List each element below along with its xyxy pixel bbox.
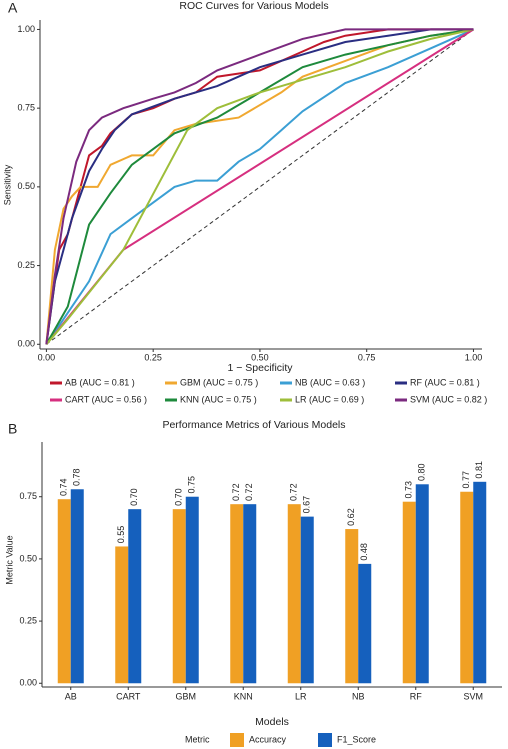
x-tick-label: 0.75 bbox=[358, 352, 376, 362]
chart-title: ROC Curves for Various Models bbox=[179, 0, 328, 12]
value-label: 0.70 bbox=[174, 488, 184, 506]
x-tick-label: AB bbox=[65, 691, 77, 701]
bar bbox=[473, 481, 487, 684]
x-tick-label: CART bbox=[116, 691, 141, 701]
value-label: 0.72 bbox=[244, 483, 254, 501]
bar bbox=[287, 504, 301, 684]
bar bbox=[128, 509, 142, 684]
value-label: 0.73 bbox=[404, 481, 414, 499]
legend-label: LR (AUC = 0.69 ) bbox=[295, 394, 364, 404]
x-tick-label: 0.25 bbox=[144, 352, 162, 362]
bar bbox=[57, 499, 71, 684]
roc-curve bbox=[45, 28, 474, 345]
legend-label: KNN (AUC = 0.75 ) bbox=[180, 394, 257, 404]
value-label: 0.72 bbox=[289, 483, 299, 501]
bar bbox=[300, 516, 314, 684]
legend-title: Metric bbox=[185, 734, 210, 744]
bar bbox=[230, 504, 244, 684]
legend-label: GBM (AUC = 0.75 ) bbox=[180, 377, 258, 387]
x-tick-label: 1.00 bbox=[465, 352, 483, 362]
y-tick-label: 0.75 bbox=[19, 491, 37, 501]
roc-curve bbox=[45, 28, 474, 345]
value-label: 0.48 bbox=[359, 543, 369, 561]
value-label: 0.55 bbox=[116, 526, 126, 544]
value-label: 0.74 bbox=[59, 478, 69, 496]
x-tick-label: KNN bbox=[234, 691, 253, 701]
bar bbox=[185, 496, 199, 684]
panel-label: B bbox=[8, 421, 17, 437]
y-tick-label: 0.25 bbox=[17, 260, 35, 270]
reference-diagonal bbox=[46, 29, 474, 345]
y-tick-label: 0.50 bbox=[19, 553, 37, 563]
legend-swatch bbox=[230, 733, 244, 747]
legend-swatch bbox=[318, 733, 332, 747]
y-tick-label: 0.25 bbox=[19, 615, 37, 625]
x-tick-label: 0.00 bbox=[38, 352, 56, 362]
value-label: 0.78 bbox=[72, 468, 82, 486]
value-label: 0.70 bbox=[129, 488, 139, 506]
legend-label: F1_Score bbox=[337, 734, 376, 744]
y-tick-label: 1.00 bbox=[17, 24, 35, 34]
bar bbox=[243, 504, 257, 684]
x-tick-label: LR bbox=[295, 691, 307, 701]
x-tick-label: SVM bbox=[463, 691, 483, 701]
bar bbox=[115, 546, 129, 684]
value-label: 0.75 bbox=[187, 476, 197, 494]
roc-curve bbox=[45, 28, 474, 345]
value-label: 0.62 bbox=[346, 508, 356, 526]
bar bbox=[358, 563, 372, 684]
x-tick-label: NB bbox=[352, 691, 365, 701]
y-tick-label: 0.75 bbox=[17, 103, 35, 113]
value-label: 0.72 bbox=[231, 483, 241, 501]
roc-curve bbox=[45, 28, 474, 345]
roc-curve bbox=[45, 28, 474, 345]
value-label: 0.81 bbox=[474, 461, 484, 479]
y-axis-title: Sensitivity bbox=[2, 164, 12, 205]
legend-label: AB (AUC = 0.81 ) bbox=[65, 377, 135, 387]
bar bbox=[70, 489, 84, 684]
x-tick-label: RF bbox=[410, 691, 422, 701]
roc-curve bbox=[45, 28, 474, 345]
y-axis-title: Metric Value bbox=[4, 535, 14, 584]
legend-label: SVM (AUC = 0.82 ) bbox=[410, 394, 487, 404]
bar bbox=[415, 484, 429, 684]
legend-label: RF (AUC = 0.81 ) bbox=[410, 377, 480, 387]
y-tick-label: 0.50 bbox=[17, 181, 35, 191]
x-axis-title: Models bbox=[255, 716, 289, 728]
y-tick-label: 0.00 bbox=[19, 678, 37, 688]
legend-label: NB (AUC = 0.63 ) bbox=[295, 377, 365, 387]
legend-label: Accuracy bbox=[249, 734, 287, 744]
legend-label: CART (AUC = 0.56 ) bbox=[65, 394, 147, 404]
value-label: 0.77 bbox=[461, 471, 471, 489]
x-tick-label: GBM bbox=[175, 691, 196, 701]
value-label: 0.80 bbox=[417, 464, 427, 482]
panel-label: A bbox=[8, 0, 18, 16]
y-tick-label: 0.00 bbox=[17, 339, 35, 349]
bar bbox=[402, 501, 416, 684]
bar bbox=[460, 491, 474, 684]
value-label: 0.67 bbox=[302, 496, 312, 514]
x-tick-label: 0.50 bbox=[251, 352, 269, 362]
x-axis-title: 1 − Specificity bbox=[227, 362, 293, 374]
chart-title: Performance Metrics of Various Models bbox=[162, 419, 345, 431]
bar bbox=[345, 529, 359, 684]
bar bbox=[172, 509, 186, 684]
